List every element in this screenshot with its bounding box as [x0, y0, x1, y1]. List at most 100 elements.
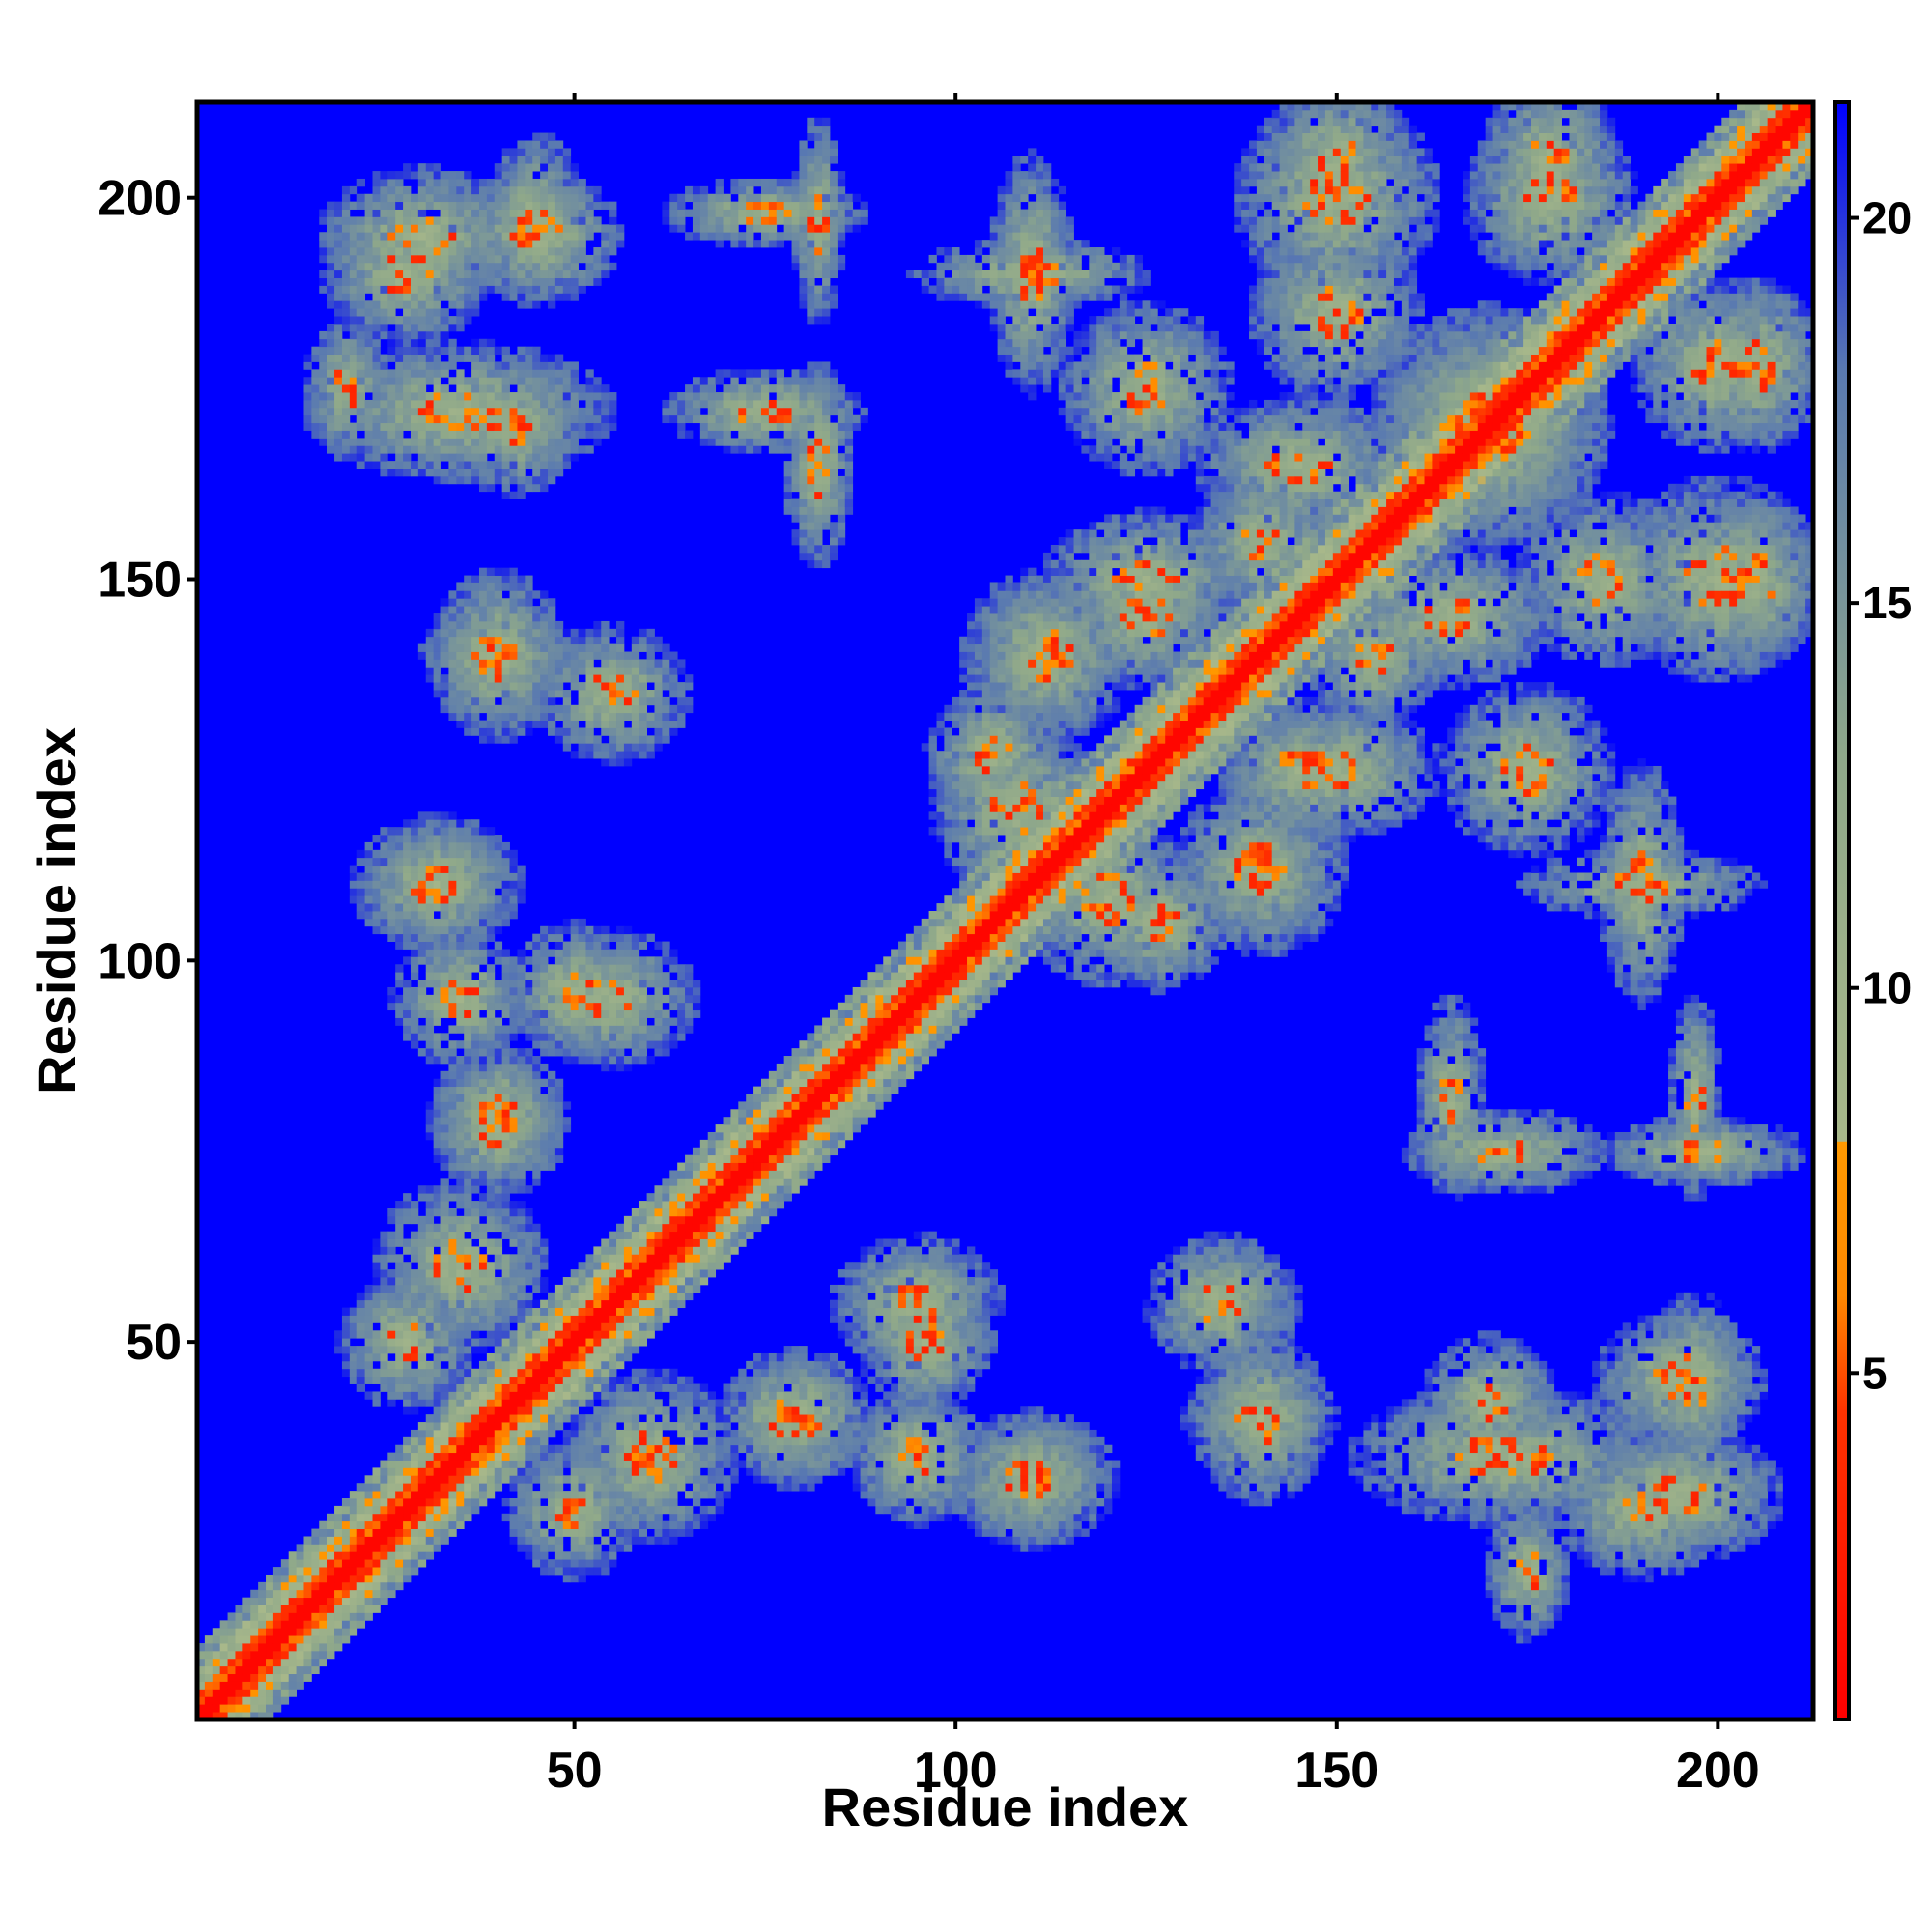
heatmap-cell	[654, 1299, 663, 1309]
heatmap-cell	[464, 1193, 472, 1202]
heatmap-cell	[609, 1307, 617, 1316]
heatmap-cell	[425, 1056, 435, 1065]
heatmap-cell	[341, 384, 351, 393]
heatmap-cell	[372, 430, 381, 439]
heatmap-cell	[395, 1292, 404, 1301]
heatmap-cell	[464, 606, 472, 614]
heatmap-cell	[403, 201, 412, 210]
heatmap-cell	[494, 575, 503, 583]
heatmap-cell	[593, 422, 602, 431]
heatmap-cell	[623, 1299, 633, 1309]
heatmap-cell	[417, 1307, 427, 1316]
heatmap-cell	[471, 1231, 480, 1239]
heatmap-cell	[395, 1277, 404, 1286]
heatmap-cell	[517, 354, 526, 362]
heatmap-cell	[334, 232, 343, 241]
heatmap-cell	[471, 1406, 480, 1415]
heatmap-cell	[288, 1665, 297, 1675]
heatmap-cell	[646, 1033, 655, 1041]
heatmap-cell	[410, 880, 419, 889]
heatmap-cell	[296, 1559, 304, 1568]
heatmap-cell	[554, 438, 564, 446]
heatmap-cell	[501, 918, 510, 927]
heatmap-cell	[356, 1528, 366, 1537]
heatmap-cell	[540, 254, 549, 264]
heatmap-cell	[433, 1002, 441, 1011]
heatmap-cell	[478, 980, 488, 988]
heatmap-cell	[448, 819, 457, 828]
heatmap-cell	[532, 1284, 541, 1293]
heatmap-cell	[616, 643, 625, 652]
heatmap-cell	[403, 1352, 412, 1362]
heatmap-cell	[433, 1330, 441, 1339]
heatmap-cell	[601, 1330, 610, 1339]
heatmap-cell	[478, 1254, 488, 1263]
heatmap-cell	[327, 384, 335, 393]
heatmap-cell	[464, 1246, 472, 1255]
heatmap-cell	[403, 224, 412, 233]
heatmap-cell	[478, 1436, 488, 1446]
heatmap-cell	[471, 582, 480, 591]
heatmap-cell	[440, 240, 449, 248]
heatmap-cell	[433, 903, 441, 912]
heatmap-cell	[532, 1536, 541, 1545]
heatmap-cell	[235, 1696, 243, 1705]
heatmap-cell	[532, 1117, 541, 1125]
heatmap-cell	[356, 392, 366, 401]
heatmap-cell	[562, 1352, 572, 1362]
heatmap-cell	[540, 1124, 549, 1133]
heatmap-cell	[593, 925, 602, 935]
heatmap-cell	[349, 865, 358, 873]
heatmap-cell	[456, 918, 465, 927]
heatmap-cell	[494, 346, 503, 355]
heatmap-cell	[609, 1338, 617, 1347]
heatmap-cell	[501, 613, 510, 622]
heatmap-cell	[433, 1154, 441, 1163]
heatmap-cell	[494, 247, 503, 256]
heatmap-cell	[570, 407, 579, 416]
heatmap-cell	[288, 1605, 297, 1613]
heatmap-cell	[311, 422, 320, 431]
heatmap-cell	[494, 690, 503, 698]
heatmap-cell	[433, 163, 441, 172]
heatmap-cell	[517, 1017, 526, 1026]
heatmap-cell	[525, 1307, 533, 1316]
heatmap-cell	[570, 240, 579, 248]
heatmap-cell	[525, 1246, 533, 1255]
heatmap-cell	[372, 888, 381, 896]
heatmap-cell	[554, 399, 564, 409]
heatmap-cell	[433, 453, 441, 462]
heatmap-cell	[494, 1048, 503, 1057]
heatmap-cell	[433, 933, 441, 942]
heatmap-cell	[509, 1215, 518, 1225]
heatmap-cell	[548, 361, 556, 370]
heatmap-cell	[464, 407, 472, 416]
heatmap-cell	[639, 986, 647, 996]
heatmap-cell	[440, 185, 449, 195]
heatmap-cell	[517, 1056, 526, 1065]
heatmap-cell	[425, 911, 435, 920]
heatmap-cell	[540, 354, 549, 362]
heatmap-cell	[417, 956, 427, 965]
heatmap-cell	[578, 956, 586, 965]
heatmap-cell	[517, 1262, 526, 1270]
heatmap-cell	[616, 1292, 625, 1301]
heatmap-cell	[548, 407, 556, 416]
heatmap-cell	[380, 384, 388, 393]
heatmap-cell	[433, 1422, 441, 1431]
heatmap-cell	[433, 308, 441, 317]
heatmap-cell	[349, 1307, 358, 1316]
heatmap-cell	[410, 414, 419, 424]
heatmap-cell	[456, 430, 465, 439]
heatmap-cell	[258, 1696, 267, 1705]
heatmap-cell	[554, 1452, 564, 1461]
heatmap-cell	[334, 392, 343, 401]
heatmap-cell	[631, 1376, 640, 1384]
heatmap-cell	[417, 1315, 427, 1323]
heatmap-cell	[585, 1513, 594, 1522]
heatmap-cell	[471, 1269, 480, 1278]
heatmap-cell	[646, 1299, 655, 1309]
heatmap-cell	[570, 704, 579, 714]
heatmap-cell	[494, 1399, 503, 1407]
heatmap-cell	[509, 1475, 518, 1484]
